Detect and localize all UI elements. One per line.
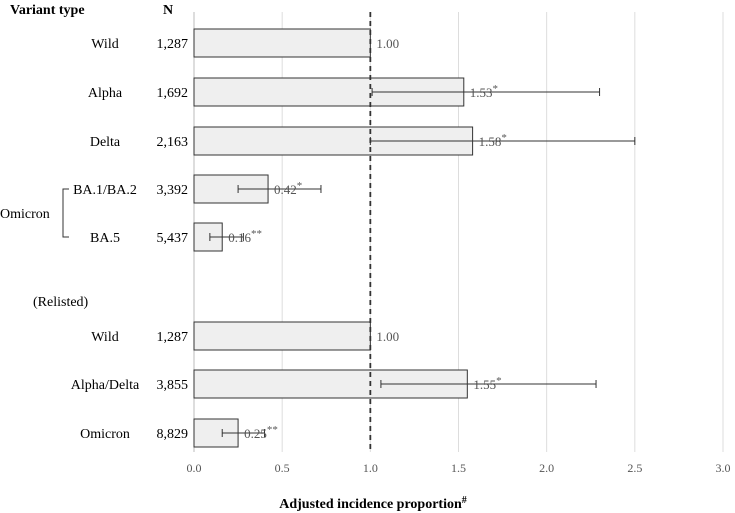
n-label: 2,163: [157, 135, 189, 150]
x-tick-label: 2.0: [539, 461, 554, 475]
n-label: 1,692: [157, 86, 189, 101]
value-label: 1.53*: [470, 83, 498, 100]
n-label: 3,392: [157, 183, 189, 198]
n-label: 3,855: [157, 378, 189, 393]
row-label: BA.1/BA.2: [73, 183, 137, 198]
n-label: 1,287: [157, 330, 189, 345]
n-labels: 1,287 1,692 2,163 3,392 5,437 1,287 3,855 8,829: [157, 37, 189, 442]
bar: [193, 28, 371, 58]
value-label: 1.00: [376, 36, 399, 51]
value-label: 1.00: [376, 329, 399, 344]
value-labels: 1.00 1.53* 1.58* 0.42* 0.16** 1.00 1.55* 0.25**: [228, 36, 507, 441]
row-label: Delta: [90, 135, 121, 150]
n-label: 1,287: [157, 37, 189, 52]
row-label: Omicron: [80, 427, 130, 442]
x-tick-label: 3.0: [716, 461, 731, 475]
x-tick-label: 1.5: [451, 461, 466, 475]
bar: [193, 321, 371, 351]
x-axis-label: Adjusted incidence proportion#: [279, 495, 467, 512]
row-label: Alpha: [88, 86, 123, 101]
value-label: 0.25**: [244, 424, 278, 441]
n-label: 8,829: [157, 427, 189, 442]
n-label: 5,437: [157, 231, 189, 246]
headers-and-annotations: Variant type N Omicron (Relisted) Adjusted i…: [0, 3, 467, 512]
group-bracket: [62, 188, 69, 238]
x-tick-label: 0.0: [187, 461, 202, 475]
x-tick-label: 1.0: [363, 461, 378, 475]
row-labels: Wild Alpha Delta BA.1/BA.2 BA.5 Wild Alpha/Del…: [71, 37, 140, 442]
n-header: N: [163, 3, 173, 18]
row-label: Wild: [91, 37, 118, 52]
row-label: Wild: [91, 330, 118, 345]
row-label: BA.5: [90, 231, 120, 246]
value-label: 1.55*: [473, 375, 501, 392]
x-tick-labels: 0.0 0.5 1.0 1.5 2.0 2.5 3.0: [187, 461, 731, 475]
section-label: (Relisted): [33, 295, 89, 310]
row-label: Alpha/Delta: [71, 378, 140, 393]
value-label: 1.58*: [479, 132, 507, 149]
group-label: Omicron: [0, 207, 50, 222]
x-tick-label: 0.5: [275, 461, 290, 475]
value-label: 0.42*: [274, 180, 302, 197]
x-tick-label: 2.5: [627, 461, 642, 475]
value-label: 0.16**: [228, 228, 262, 245]
error-bars: [209, 88, 636, 437]
variant-type-header: Variant type: [10, 3, 85, 18]
